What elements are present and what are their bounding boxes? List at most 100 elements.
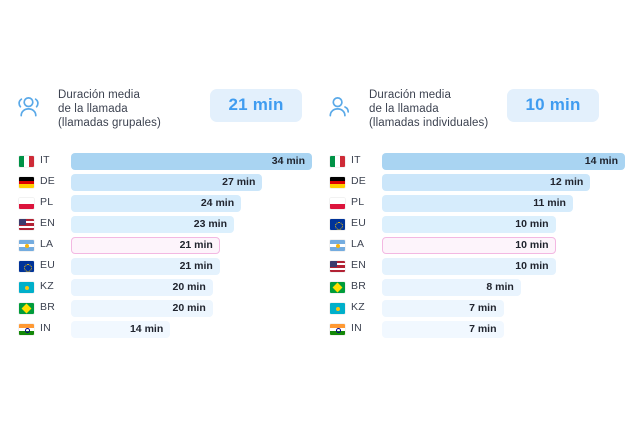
bar-value-label: 8 min xyxy=(486,281,514,293)
bar-value-label: 14 min xyxy=(129,323,164,335)
flag-pl-icon xyxy=(19,198,34,209)
bar-row[interactable]: BR 8 min xyxy=(325,278,625,299)
bar-row[interactable]: IT 14 min xyxy=(325,152,625,173)
bar-rows-list: IT 34 min DE 27 min PL 24 min EN 23 min LA 21 min… xyxy=(14,152,312,341)
bar-row[interactable]: PL 24 min xyxy=(14,194,312,215)
country-code-label: LA xyxy=(351,238,365,250)
bar-value-label: 10 min xyxy=(515,239,549,251)
bar-track: 10 min xyxy=(382,216,625,233)
bar[interactable]: 21 min xyxy=(71,258,220,275)
bar-value-label: 7 min xyxy=(469,323,497,335)
bar[interactable]: 24 min xyxy=(71,195,242,212)
single-person-icon xyxy=(325,94,355,122)
flag-br-icon xyxy=(330,282,345,293)
bar-row[interactable]: LA 10 min xyxy=(325,236,625,257)
bar-row[interactable]: IN 14 min xyxy=(14,320,312,341)
flag-it-icon xyxy=(19,156,34,167)
bar-value-label: 21 min xyxy=(179,239,213,251)
flag-br-icon xyxy=(19,303,34,314)
bar[interactable]: 14 min xyxy=(382,153,625,170)
bar[interactable]: 8 min xyxy=(382,279,521,296)
bar[interactable]: 20 min xyxy=(71,300,213,317)
country-code-label: DE xyxy=(351,175,366,187)
country-code-label: EN xyxy=(351,259,366,271)
bar-track: 7 min xyxy=(382,300,625,317)
bar-track: 11 min xyxy=(382,195,625,212)
country-code-label: PL xyxy=(351,196,365,208)
bar-value-label: 34 min xyxy=(271,155,305,167)
flag-kz-icon xyxy=(19,282,34,293)
flag-kz-icon xyxy=(330,303,345,314)
country-code-label: EU xyxy=(40,259,55,271)
group-people-icon xyxy=(14,94,44,122)
bar-row[interactable]: DE 12 min xyxy=(325,173,625,194)
bar-value-label: 27 min xyxy=(222,176,256,188)
country-code-label: PL xyxy=(40,196,54,208)
bar-value-label: 23 min xyxy=(193,218,228,230)
bar-row[interactable]: EN 10 min xyxy=(325,257,625,278)
panel-average-badge: 21 min xyxy=(210,89,302,122)
bar-track: 20 min xyxy=(71,300,312,317)
country-code-label: IT xyxy=(351,154,361,166)
bar-highlighted[interactable]: 10 min xyxy=(382,237,556,254)
flag-eu-icon xyxy=(19,261,34,272)
bar-value-label: 10 min xyxy=(515,260,549,272)
flag-eu-icon xyxy=(330,219,345,230)
bar-row[interactable]: KZ 7 min xyxy=(325,299,625,320)
bar-track: 24 min xyxy=(71,195,312,212)
bar-row[interactable]: BR 20 min xyxy=(14,299,312,320)
flag-in-icon xyxy=(330,324,345,335)
bar-value-label: 7 min xyxy=(469,302,497,314)
bar[interactable]: 7 min xyxy=(382,300,504,317)
bar-track: 7 min xyxy=(382,321,625,338)
bar[interactable]: 27 min xyxy=(71,174,263,191)
bar[interactable]: 23 min xyxy=(71,216,235,233)
bar-value-label: 12 min xyxy=(550,176,584,188)
bar[interactable]: 12 min xyxy=(382,174,591,191)
bar[interactable]: 11 min xyxy=(382,195,573,212)
bar[interactable]: 20 min xyxy=(71,279,213,296)
bar-row[interactable]: IN 7 min xyxy=(325,320,625,341)
bar-row[interactable]: EN 23 min xyxy=(14,215,312,236)
bar-row[interactable]: IT 34 min xyxy=(14,152,312,173)
country-code-label: DE xyxy=(40,175,55,187)
bar-track: 10 min xyxy=(382,258,625,275)
bar-track: 23 min xyxy=(71,216,312,233)
flag-ar-icon xyxy=(330,240,345,251)
bar[interactable]: 7 min xyxy=(382,321,504,338)
bar-row[interactable]: LA 21 min xyxy=(14,236,312,257)
panel-header: Duración media de la llamada (llamadas i… xyxy=(325,88,625,136)
bar[interactable]: 34 min xyxy=(71,153,312,170)
bar-track: 14 min xyxy=(382,153,625,170)
bar-track: 8 min xyxy=(382,279,625,296)
bar-track: 34 min xyxy=(71,153,312,170)
country-code-label: EU xyxy=(351,217,366,229)
bar-track: 21 min xyxy=(71,258,312,275)
bar-highlighted[interactable]: 21 min xyxy=(71,237,220,254)
bar-row[interactable]: PL 11 min xyxy=(325,194,625,215)
country-code-label: LA xyxy=(40,238,54,250)
bar-row[interactable]: KZ 20 min xyxy=(14,278,312,299)
bar-track: 14 min xyxy=(71,321,312,338)
bar-value-label: 10 min xyxy=(515,218,549,230)
flag-it-icon xyxy=(330,156,345,167)
bar-rows-list: IT 14 min DE 12 min PL 11 min EU 10 min LA 10 min… xyxy=(325,152,625,341)
bar[interactable]: 14 min xyxy=(71,321,171,338)
panel-average-badge: 10 min xyxy=(507,89,599,122)
flag-pl-icon xyxy=(330,198,345,209)
bar-value-label: 20 min xyxy=(172,302,206,314)
country-code-label: BR xyxy=(40,301,55,313)
flag-ar-icon xyxy=(19,240,34,251)
bar[interactable]: 10 min xyxy=(382,216,556,233)
bar-row[interactable]: DE 27 min xyxy=(14,173,312,194)
bar-track: 20 min xyxy=(71,279,312,296)
bar[interactable]: 10 min xyxy=(382,258,556,275)
bar-row[interactable]: EU 10 min xyxy=(325,215,625,236)
bar-track: 12 min xyxy=(382,174,625,191)
bar-value-label: 14 min xyxy=(584,155,618,167)
country-code-label: BR xyxy=(351,280,366,292)
country-code-label: KZ xyxy=(40,280,54,292)
bar-track: 21 min xyxy=(71,237,312,254)
bar-row[interactable]: EU 21 min xyxy=(14,257,312,278)
